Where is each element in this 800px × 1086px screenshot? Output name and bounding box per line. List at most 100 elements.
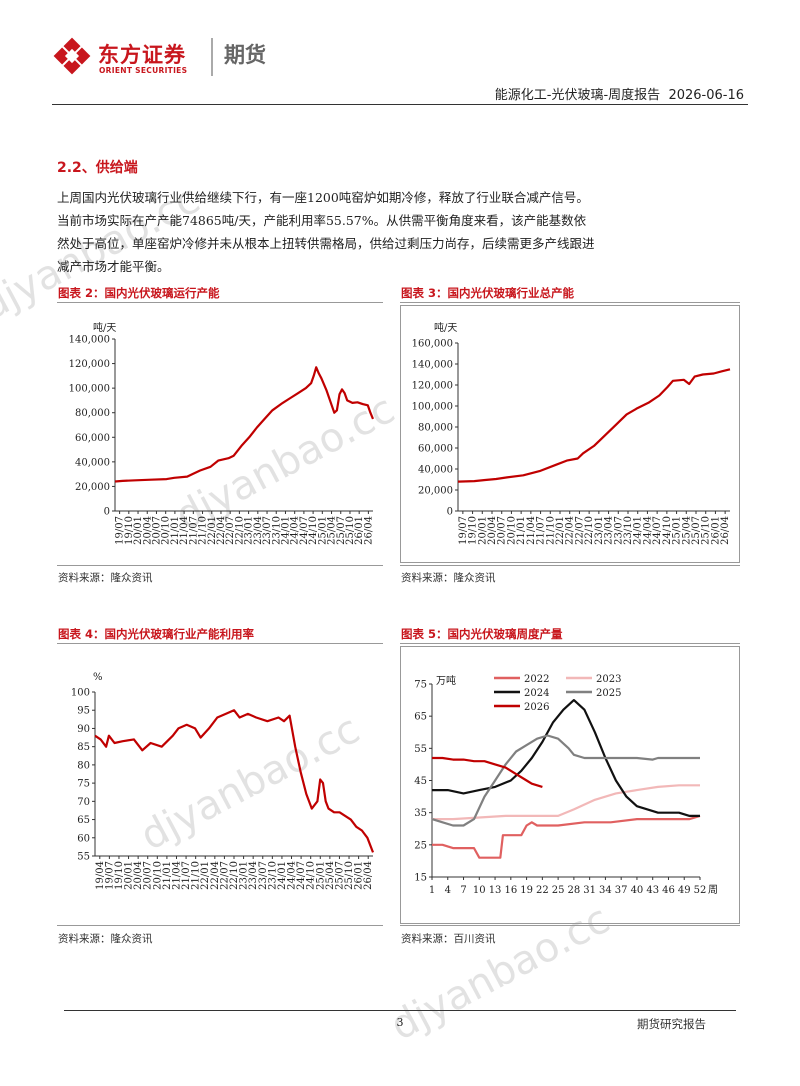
section-paragraph: 上周国内光伏玻璃行业供给继续下行，有一座1200吨窑炉如期冷修，释放了行业联合减… xyxy=(57,190,595,274)
x-tick-label: 25/04 xyxy=(325,861,336,890)
x-tick-label: 4 xyxy=(445,885,451,896)
x-tick-label: 49 xyxy=(678,885,691,896)
x-tick-label: 22/01 xyxy=(200,861,211,890)
y-tick-label: 140,000 xyxy=(412,360,453,371)
chart-total-capacity: 吨/天 0 20,000 40,000 60,000 80,000 100,000 120,0… xyxy=(400,305,740,563)
footer-label: 期货研究报告 xyxy=(637,1017,706,1031)
x-tick-label: 24/04 xyxy=(290,516,301,545)
x-tick-label: 24/01 xyxy=(277,861,288,890)
x-tick-label: 25/01 xyxy=(672,516,683,545)
y-unit-label: 吨/天 xyxy=(434,321,457,334)
x-tick-label: 25/01 xyxy=(315,861,326,890)
y-tick-label: 80 xyxy=(77,760,90,771)
figure-4-source: 资料来源：隆众资讯 xyxy=(58,933,153,945)
x-tick-label: 20/01 xyxy=(477,516,488,545)
x-tick-label: 22/07 xyxy=(219,861,230,890)
x-tick-label: 23/01 xyxy=(239,861,250,890)
legend-label: 2026 xyxy=(524,702,549,713)
y-tick-label: 160,000 xyxy=(412,339,453,350)
chart-svg: %55606570758085909510019/0419/0719/1020/… xyxy=(71,672,374,890)
legend-label: 2023 xyxy=(596,674,621,685)
x-tick-label: 34 xyxy=(599,885,612,896)
x-tick-label: 26/04 xyxy=(363,861,374,890)
figure-2-title: 图表 2：国内光伏玻璃运行产能 xyxy=(58,286,220,300)
figure-4-title: 图表 4：国内光伏玻璃行业产能利用率 xyxy=(58,627,255,641)
x-tick-label: 21/07 xyxy=(181,861,192,890)
x-tick-label: 25/07 xyxy=(691,516,702,545)
y-tick-label: 85 xyxy=(77,742,90,753)
y-tick-label: 60,000 xyxy=(418,444,453,455)
x-tick-label: 23/04 xyxy=(253,516,264,545)
x-tick-label: 21/07 xyxy=(536,516,547,545)
figure-5-bottom-rule xyxy=(400,925,740,926)
x-tick-label: 21/01 xyxy=(162,861,173,890)
x-tick-label: 20/04 xyxy=(142,516,153,545)
x-tick-label: 22/07 xyxy=(574,516,585,545)
x-tick-label: 20/10 xyxy=(506,516,517,545)
y-unit-label: 吨/天 xyxy=(93,321,116,334)
x-tick-label: 23/04 xyxy=(604,516,615,545)
series-line-2022 xyxy=(432,814,701,859)
figure-5-title: 图表 5：国内光伏玻璃周度产量 xyxy=(401,627,563,641)
x-tick-label: 1 xyxy=(429,885,435,896)
logo-divider xyxy=(211,38,213,76)
x-tick-label: 23/07 xyxy=(613,516,624,545)
x-tick-label: 20/07 xyxy=(143,861,154,890)
x-tick-label: 24/04 xyxy=(287,861,298,890)
x-tick-label: 25/10 xyxy=(701,516,712,545)
x-tick-label: 24/01 xyxy=(633,516,644,545)
x-unit-label: 周 xyxy=(708,884,718,896)
x-tick-label: 22 xyxy=(536,885,549,896)
series-line-2026 xyxy=(432,756,543,788)
y-tick-label: 60 xyxy=(77,833,90,844)
x-tick-label: 25/10 xyxy=(345,516,356,545)
x-tick-label: 22/10 xyxy=(234,516,245,545)
x-tick-label: 23/07 xyxy=(262,516,273,545)
y-tick-label: 75 xyxy=(414,680,427,691)
logo-chinese-name: 东方证券 xyxy=(98,43,186,67)
x-tick-label: 19/10 xyxy=(468,516,479,545)
y-tick-label: 95 xyxy=(77,706,90,717)
x-tick-label: 20/07 xyxy=(151,516,162,545)
figure-3-source: 资料来源：隆众资讯 xyxy=(401,572,496,584)
x-tick-label: 21/10 xyxy=(191,861,202,890)
chart-svg: 吨/天 0 20,000 40,000 60,000 80,000 100,000 120,0… xyxy=(400,305,740,563)
y-tick-label: 100 xyxy=(71,688,90,699)
x-tick-label: 19/07 xyxy=(104,861,115,890)
x-tick-label: 20/10 xyxy=(161,516,172,545)
x-tick-label: 23/04 xyxy=(248,861,259,890)
figure-2-bottom-rule xyxy=(57,565,383,566)
logo-english-name: ORIENT SECURITIES xyxy=(99,66,188,75)
x-tick-label: 24/10 xyxy=(308,516,319,545)
chart-svg: 吨/天 0 20,000 40,000 60,000 80,000 100,000 120,0… xyxy=(69,321,375,545)
x-tick-label: 24/10 xyxy=(662,516,673,545)
chart-running-capacity: 吨/天 0 20,000 40,000 60,000 80,000 100,000 120,0… xyxy=(57,305,383,563)
figure-3-top-rule xyxy=(400,302,740,303)
y-tick-label: 55 xyxy=(414,744,427,755)
x-tick-label: 23/01 xyxy=(594,516,605,545)
x-tick-label: 23/10 xyxy=(623,516,634,545)
y-tick-label: 80,000 xyxy=(418,423,453,434)
y-tick-label: 80,000 xyxy=(75,408,110,419)
logo-futures-label: 期货 xyxy=(224,43,266,67)
x-tick-label: 24/01 xyxy=(280,516,291,545)
x-tick-label: 23/10 xyxy=(271,516,282,545)
x-tick-label: 20/04 xyxy=(487,516,498,545)
y-tick-label: 120,000 xyxy=(69,359,110,370)
x-tick-label: 20/01 xyxy=(124,861,135,890)
x-tick-label: 13 xyxy=(489,885,502,896)
x-tick-label: 26/04 xyxy=(720,516,731,545)
series-line-2024 xyxy=(432,698,700,817)
x-tick-label: 23/07 xyxy=(258,861,269,890)
x-tick-label: 21/10 xyxy=(545,516,556,545)
figure-3-title: 图表 3：国内光伏玻璃行业总产能 xyxy=(401,286,575,300)
x-tick-label: 21/04 xyxy=(179,516,190,545)
y-tick-label: 25 xyxy=(414,840,427,851)
y-tick-label: 0 xyxy=(104,507,110,518)
x-tick-label: 19/10 xyxy=(114,861,125,890)
x-tick-label: 26/01 xyxy=(354,516,365,545)
x-tick-label: 7 xyxy=(460,885,466,896)
section-heading: 2.2、供给端 xyxy=(57,160,138,176)
x-tick-label: 25/07 xyxy=(336,516,347,545)
